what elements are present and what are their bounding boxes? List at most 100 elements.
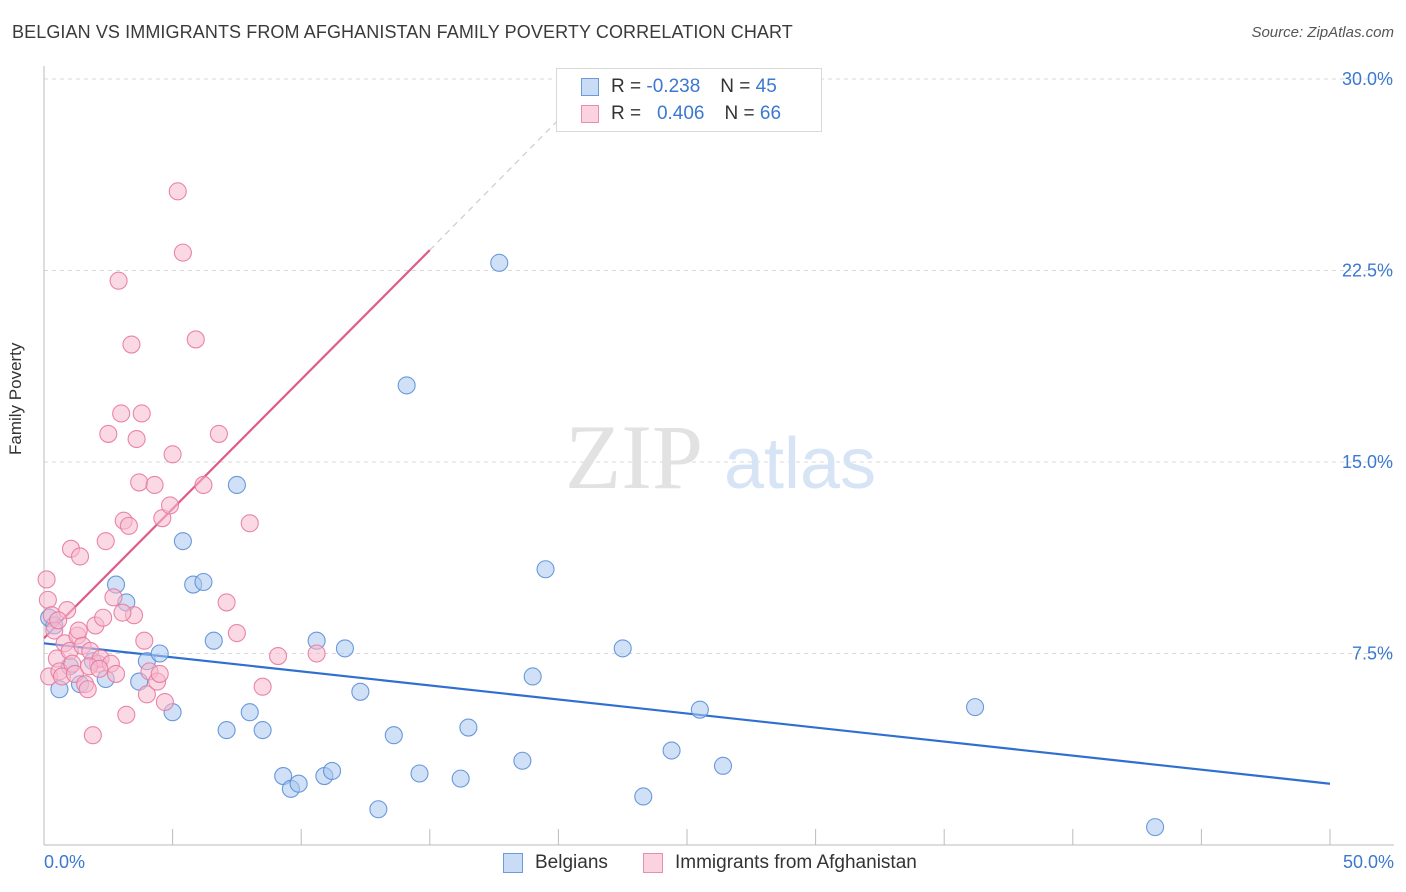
afghan-point	[83, 726, 102, 745]
belgian-point	[459, 718, 478, 737]
legend-n-label: N =	[724, 103, 755, 124]
belgian-point	[536, 560, 555, 579]
watermark-zip: ZIP	[565, 406, 703, 508]
afghan-point	[186, 330, 205, 349]
afghan-point	[168, 182, 187, 201]
afghan-points	[37, 182, 326, 745]
afghan-point	[122, 335, 141, 354]
watermark-atlas: atlas	[724, 424, 876, 504]
bottom-legend-belgians: Belgians	[503, 852, 608, 874]
belgian-point	[323, 761, 342, 781]
afghan-point	[307, 644, 326, 663]
belgian-point	[253, 721, 272, 740]
belgian-point	[613, 639, 632, 658]
afghan-point	[227, 624, 246, 643]
legend-row-afghanistan: R = 0.406 N = 66	[581, 102, 781, 126]
belgian-point	[1146, 818, 1165, 837]
afghan-point	[117, 705, 136, 724]
afghan-point	[127, 429, 146, 449]
trend-lines	[43, 119, 1331, 785]
belgian-point	[384, 726, 403, 745]
afghan-point	[113, 603, 132, 622]
afghan-point	[49, 611, 68, 630]
afghan-trend-extension	[429, 119, 559, 251]
afghan-point	[119, 516, 138, 535]
afghan-point	[96, 532, 115, 551]
afghan-point	[112, 404, 131, 423]
afghan-point	[155, 692, 174, 712]
afghan-point	[145, 475, 164, 495]
belgian-point	[451, 769, 470, 788]
afghan-point	[99, 424, 118, 443]
belgian-point	[204, 631, 223, 650]
y-tick-label: 22.5%	[1342, 261, 1393, 281]
belgian-point	[227, 475, 246, 495]
watermark: ZIP atlas	[565, 406, 876, 508]
afghan-point	[160, 496, 180, 515]
correlation-legend: R = -0.238 N = 45 R = 0.406 N = 66	[556, 68, 822, 132]
belgian-point	[490, 253, 509, 272]
belgian-point	[662, 741, 681, 760]
belgians-points	[40, 253, 1165, 837]
afghan-point	[70, 547, 90, 566]
afghan-point	[173, 243, 192, 262]
legend-r-value: 0.406	[656, 103, 705, 124]
x-tick-label-max: 50.0%	[1342, 852, 1394, 872]
belgian-point	[194, 572, 213, 592]
legend-swatch-belgians	[581, 78, 599, 96]
bottom-legend-afghanistan: Immigrants from Afghanistan	[643, 852, 917, 874]
legend-n-value: 45	[755, 76, 777, 97]
afghan-point	[37, 570, 56, 589]
belgian-point	[173, 532, 192, 551]
legend-n-value: 66	[759, 103, 782, 124]
afghan-point	[150, 664, 169, 683]
belgian-point	[397, 376, 416, 395]
bottom-legend-swatch-belgians	[503, 853, 523, 873]
y-tick-label: 30.0%	[1342, 69, 1393, 89]
afghan-point	[109, 271, 128, 290]
belgian-point	[335, 639, 354, 658]
belgian-point	[523, 667, 542, 686]
belgian-point	[351, 682, 370, 701]
source-label: Source: ZipAtlas.com	[1251, 24, 1394, 41]
afghan-point	[104, 588, 123, 607]
belgian-point	[690, 700, 709, 719]
afghan-point	[90, 659, 109, 678]
afghan-point	[38, 590, 57, 609]
afghan-point	[78, 680, 97, 699]
afghan-trend-line	[43, 249, 431, 639]
bottom-legend-swatch-afghanistan	[643, 853, 663, 873]
belgian-point	[966, 698, 985, 717]
afghan-point	[209, 424, 228, 443]
chart-title: BELGIAN VS IMMIGRANTS FROM AFGHANISTAN F…	[12, 22, 793, 42]
legend-r-label: R =	[611, 76, 642, 97]
y-axis-label: Family Poverty	[6, 342, 25, 455]
y-tick-label: 7.5%	[1352, 644, 1393, 664]
afghan-point	[240, 514, 259, 533]
belgian-point	[289, 774, 308, 793]
afghan-point	[217, 593, 236, 612]
legend-swatch-afghanistan	[581, 105, 599, 123]
belgian-point	[410, 764, 429, 783]
afghan-point	[130, 473, 149, 492]
legend-row-belgians: R = -0.238 N = 45	[581, 75, 777, 99]
legend-r-label: R =	[611, 103, 642, 124]
y-tick-labels: 7.5% 15.0% 22.5% 30.0%	[1342, 69, 1393, 664]
bottom-legend-label-afghanistan: Immigrants from Afghanistan	[675, 852, 917, 873]
axes	[43, 66, 1394, 846]
grid-lines	[44, 78, 1394, 654]
bottom-legend-label-belgians: Belgians	[535, 852, 608, 873]
legend-n-label: N =	[720, 76, 751, 97]
afghan-point	[132, 404, 151, 423]
belgian-point	[240, 703, 259, 722]
afghan-point	[135, 631, 154, 650]
afghan-point	[137, 685, 156, 704]
belgian-point	[634, 787, 653, 806]
afghan-point	[253, 677, 272, 696]
belgian-point	[217, 721, 236, 740]
afghan-point	[106, 664, 126, 683]
afghan-point	[194, 475, 213, 495]
x-tick-label-min: 0.0%	[44, 852, 86, 872]
afghan-point	[163, 445, 182, 464]
